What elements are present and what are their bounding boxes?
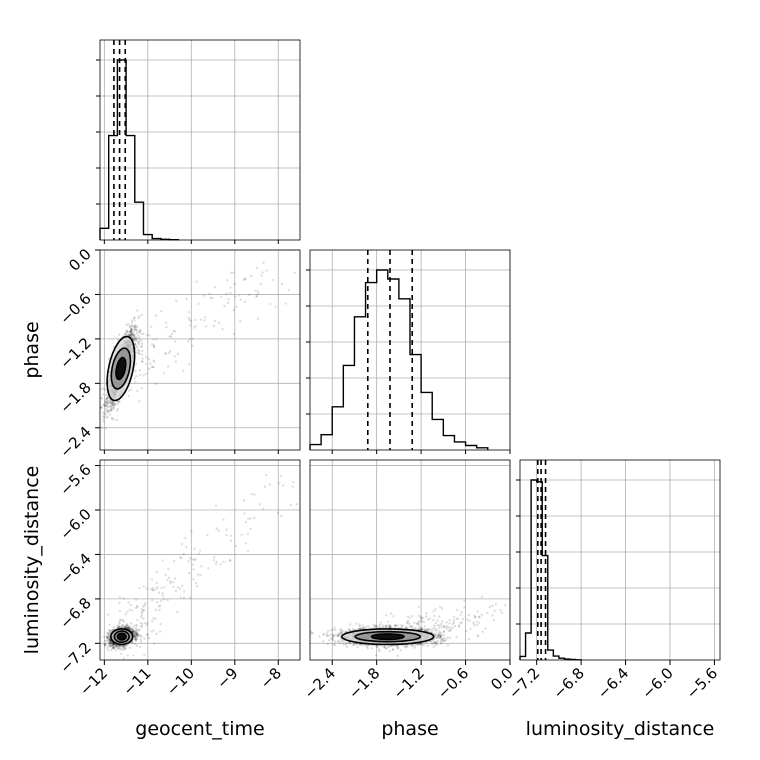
y-tick-label: −5.6 [56,461,94,499]
y-axis-label-luminosity_distance: luminosity_distance [21,466,43,655]
y-tick-label: −1.8 [56,378,94,416]
x-axis-label-luminosity_distance: luminosity_distance [526,718,715,740]
hist-panel-phase [306,249,511,451]
panel-frame [309,249,511,451]
x-axis-label-geocent_time: geocent_time [135,718,264,740]
scatter-panel-geocent_time-luminosity_distance [99,459,301,661]
panel-frame [309,459,511,661]
y-tick-label: −1.2 [56,334,94,372]
contour-line [110,628,134,646]
grid-lines [100,460,300,660]
y-tick-label: 0.0 [65,245,95,275]
y-tick-label: −0.6 [56,290,94,328]
x-tick-label: −6.0 [638,664,676,702]
contour-line [341,628,435,646]
y-tick-label: −2.4 [56,423,94,461]
contour-line [116,632,127,641]
grid-lines [100,40,300,240]
x-axis-label-phase: phase [381,718,438,740]
contour-line [113,630,130,644]
x-tick-label: −12 [76,664,111,699]
contour-line [370,633,405,641]
scatter-panel-phase-luminosity_distance [309,459,511,661]
panel-frame [519,459,721,661]
x-tick-label: −2.4 [301,664,339,702]
y-axis-label-phase: phase [21,321,43,378]
x-tick-label: −6.8 [549,664,587,702]
x-tick-label: −7.2 [505,664,543,702]
density-fill [117,633,127,641]
contour-line [354,630,422,643]
x-tick-label: −8 [257,664,285,692]
grid-lines [520,460,720,660]
scatter-panel-geocent_time-phase [99,249,301,451]
x-tick-label: −9 [213,664,241,692]
x-tick-label: −6.4 [594,664,632,702]
panel-frame [99,39,301,241]
hist-panel-geocent_time [96,39,301,241]
x-tick-label: −1.8 [345,664,383,702]
contour-line [110,347,132,390]
histogram-geocent_time [99,59,179,241]
y-tick-label: −6.4 [56,550,94,588]
x-tick-label: −0.6 [434,664,472,702]
density-fill [371,633,405,640]
x-tick-label: −10 [163,664,198,699]
panel-frame [99,459,301,661]
x-tick-label: −11 [120,664,155,699]
y-tick-label: −7.2 [56,638,94,676]
grid-lines [100,249,300,450]
panel-frame [99,249,301,451]
histogram-phase [309,269,489,450]
contour-line [115,356,127,381]
x-tick-label: −5.6 [683,664,721,702]
sample-points [310,595,507,658]
contour-line [106,335,136,402]
y-tick-label: −6.0 [56,505,94,543]
x-tick-label: −1.2 [389,664,427,702]
histogram-luminosity_distance [519,479,582,661]
hist-panel-luminosity_distance [516,459,721,661]
y-tick-label: −6.8 [56,594,94,632]
